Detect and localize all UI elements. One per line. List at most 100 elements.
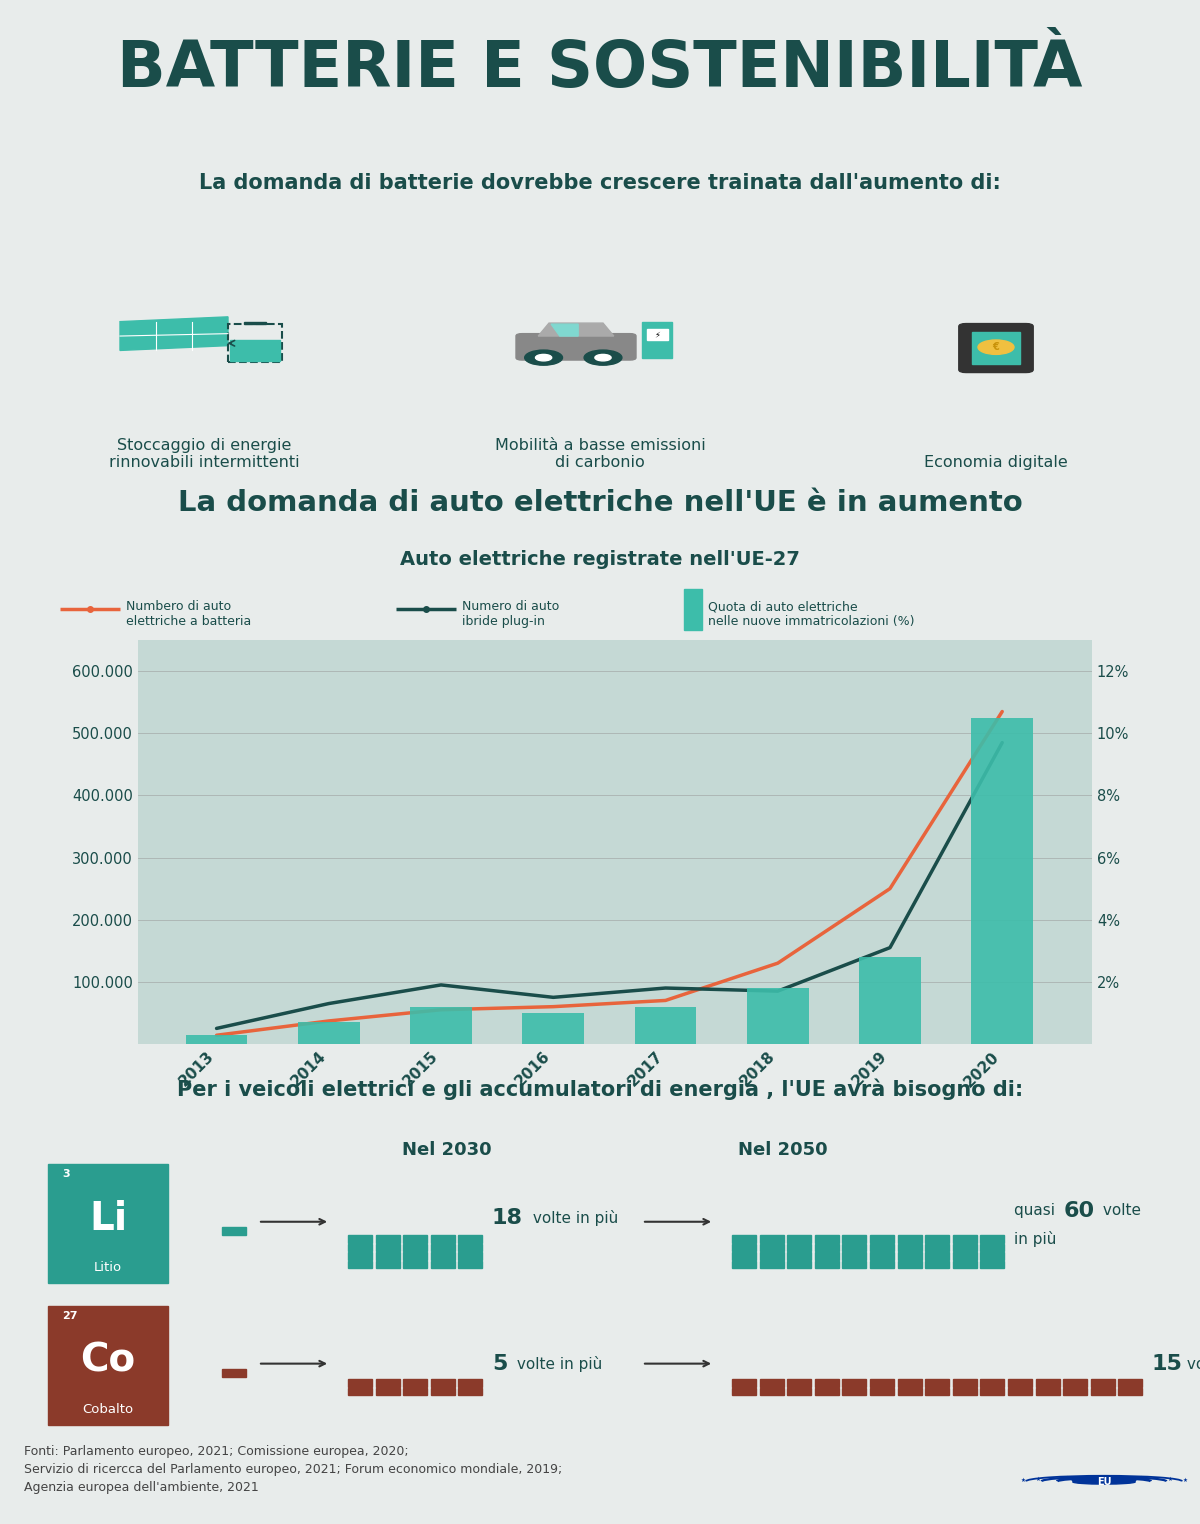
Bar [403, 1379, 427, 1387]
Bar [1063, 1388, 1087, 1396]
Bar [222, 1369, 246, 1376]
Bar [898, 1253, 922, 1260]
Bar [48, 1306, 168, 1425]
Bar [403, 1234, 427, 1242]
Text: volte in più: volte in più [528, 1210, 618, 1225]
Bar [925, 1253, 949, 1260]
Text: Fonti: Parlamento europeo, 2021; Comissione europea, 2020;
Servizio di ricercca : Fonti: Parlamento europeo, 2021; Comissi… [24, 1445, 563, 1495]
Bar [732, 1253, 756, 1260]
Text: Auto elettriche registrate nell'UE-27: Auto elettriche registrate nell'UE-27 [400, 550, 800, 570]
Bar [1036, 1379, 1060, 1387]
Circle shape [1073, 1480, 1135, 1484]
Bar [980, 1379, 1004, 1387]
Bar [458, 1379, 482, 1387]
Circle shape [524, 351, 563, 366]
Bar [746, 988, 809, 1044]
Bar [842, 1379, 866, 1387]
Bar [403, 1253, 427, 1260]
Bar [348, 1379, 372, 1387]
Bar [953, 1388, 977, 1396]
Bar [458, 1253, 482, 1260]
Bar [431, 1234, 455, 1242]
Text: La domanda di batterie dovrebbe crescere trainata dall'aumento di:: La domanda di batterie dovrebbe crescere… [199, 172, 1001, 194]
Bar [870, 1234, 894, 1242]
Bar [870, 1253, 894, 1260]
Bar [348, 1260, 372, 1268]
Bar [458, 1244, 482, 1251]
Bar [815, 1388, 839, 1396]
Text: volte in più: volte in più [512, 1356, 602, 1372]
Bar [870, 1379, 894, 1387]
Text: EU: EU [1097, 1477, 1111, 1487]
Bar [980, 1388, 1004, 1396]
Bar [842, 1388, 866, 1396]
Text: in più: in più [1014, 1230, 1056, 1247]
Bar [953, 1234, 977, 1242]
Bar [971, 718, 1033, 1044]
Bar [376, 1260, 400, 1268]
Bar [348, 1253, 372, 1260]
Bar [348, 1244, 372, 1251]
Bar [898, 1388, 922, 1396]
Bar [870, 1260, 894, 1268]
Bar [787, 1260, 811, 1268]
Bar [760, 1260, 784, 1268]
Bar [760, 1379, 784, 1387]
Text: Per i veicoli elettrici e gli accumulatori di energia , l'UE avrà bisogno di:: Per i veicoli elettrici e gli accumulato… [176, 1077, 1024, 1099]
Bar [925, 1260, 949, 1268]
Bar [403, 1260, 427, 1268]
Bar [953, 1244, 977, 1251]
Bar [732, 1379, 756, 1387]
Bar [186, 1035, 247, 1044]
Bar [1118, 1388, 1142, 1396]
Bar [522, 1013, 584, 1044]
Bar [635, 1007, 696, 1044]
Text: 27: 27 [62, 1311, 78, 1321]
Bar [980, 1253, 1004, 1260]
Text: ★: ★ [1021, 1478, 1026, 1483]
Bar [642, 322, 672, 358]
Bar [1036, 1388, 1060, 1396]
Bar [925, 1244, 949, 1251]
Bar [1008, 1388, 1032, 1396]
Text: Litio: Litio [94, 1260, 122, 1274]
Bar [647, 329, 667, 340]
Bar [431, 1253, 455, 1260]
Text: Quota di auto elettriche
nelle nuove immatricolazioni (%): Quota di auto elettriche nelle nuove imm… [708, 600, 914, 628]
Bar [787, 1379, 811, 1387]
Bar [1063, 1379, 1087, 1387]
Bar [1008, 1379, 1032, 1387]
Text: volte: volte [1098, 1202, 1141, 1218]
Bar [732, 1234, 756, 1242]
Bar [842, 1234, 866, 1242]
Bar [431, 1244, 455, 1251]
Text: ★: ★ [1036, 1477, 1040, 1481]
Circle shape [584, 351, 622, 366]
Text: €: € [992, 343, 1000, 352]
Bar [870, 1388, 894, 1396]
Bar [230, 340, 280, 361]
Text: Co: Co [80, 1341, 136, 1379]
Bar [815, 1260, 839, 1268]
Text: Nel 2050: Nel 2050 [738, 1141, 828, 1160]
Bar [787, 1388, 811, 1396]
Text: ★: ★ [1168, 1477, 1172, 1481]
Text: Stoccaggio di energie
rinnovabili intermittenti: Stoccaggio di energie rinnovabili interm… [109, 437, 299, 471]
Text: 15: 15 [1152, 1353, 1183, 1373]
Bar [842, 1260, 866, 1268]
FancyBboxPatch shape [959, 323, 1033, 372]
Bar [298, 1023, 360, 1044]
Bar [684, 588, 702, 629]
Bar [972, 332, 1020, 364]
Bar [980, 1260, 1004, 1268]
Bar [760, 1234, 784, 1242]
Bar [376, 1244, 400, 1251]
Bar [815, 1244, 839, 1251]
Bar [980, 1234, 1004, 1242]
Text: ★: ★ [1139, 1477, 1144, 1481]
Bar [1091, 1388, 1115, 1396]
Text: Cobalto: Cobalto [83, 1404, 133, 1416]
Text: La domanda di auto elettriche nell'UE è in aumento: La domanda di auto elettriche nell'UE è … [178, 489, 1022, 517]
Bar [458, 1388, 482, 1396]
Bar [431, 1379, 455, 1387]
